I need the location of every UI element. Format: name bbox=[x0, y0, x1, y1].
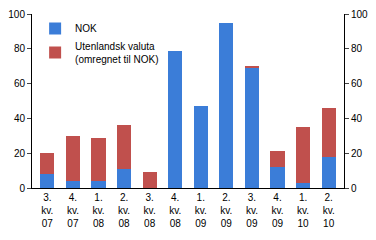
svg-text:3.kv.08: 3.kv.08 bbox=[144, 192, 156, 229]
svg-text:100: 100 bbox=[8, 9, 25, 20]
svg-text:60: 60 bbox=[14, 78, 26, 89]
svg-text:1.kv.08: 1.kv.08 bbox=[92, 192, 104, 229]
svg-text:20: 20 bbox=[351, 148, 363, 159]
svg-text:4.kv.08: 4.kv.08 bbox=[169, 192, 181, 229]
svg-text:4.kv.09: 4.kv.09 bbox=[271, 192, 283, 229]
svg-text:4.kv.07: 4.kv.07 bbox=[67, 192, 79, 229]
svg-text:2.kv.10: 2.kv.10 bbox=[323, 192, 335, 229]
svg-text:2.kv.09: 2.kv.09 bbox=[220, 192, 232, 229]
svg-text:20: 20 bbox=[14, 148, 26, 159]
svg-text:0: 0 bbox=[19, 183, 25, 194]
svg-text:NOK: NOK bbox=[75, 23, 97, 34]
svg-text:1.kv.09: 1.kv.09 bbox=[195, 192, 207, 229]
svg-text:60: 60 bbox=[351, 78, 363, 89]
svg-text:1.kv.10: 1.kv.10 bbox=[297, 192, 309, 229]
svg-text:40: 40 bbox=[351, 113, 363, 124]
svg-text:3.kv.09: 3.kv.09 bbox=[246, 192, 258, 229]
svg-text:2.kv.08: 2.kv.08 bbox=[118, 192, 130, 229]
svg-text:40: 40 bbox=[14, 113, 26, 124]
svg-text:3.kv.07: 3.kv.07 bbox=[41, 192, 53, 229]
svg-text:100: 100 bbox=[351, 9, 368, 20]
svg-text:80: 80 bbox=[351, 43, 363, 54]
svg-text:80: 80 bbox=[14, 43, 26, 54]
svg-text:Utenlandsk valuta(omregnet til: Utenlandsk valuta(omregnet til NOK) bbox=[75, 41, 158, 65]
svg-text:0: 0 bbox=[351, 183, 357, 194]
